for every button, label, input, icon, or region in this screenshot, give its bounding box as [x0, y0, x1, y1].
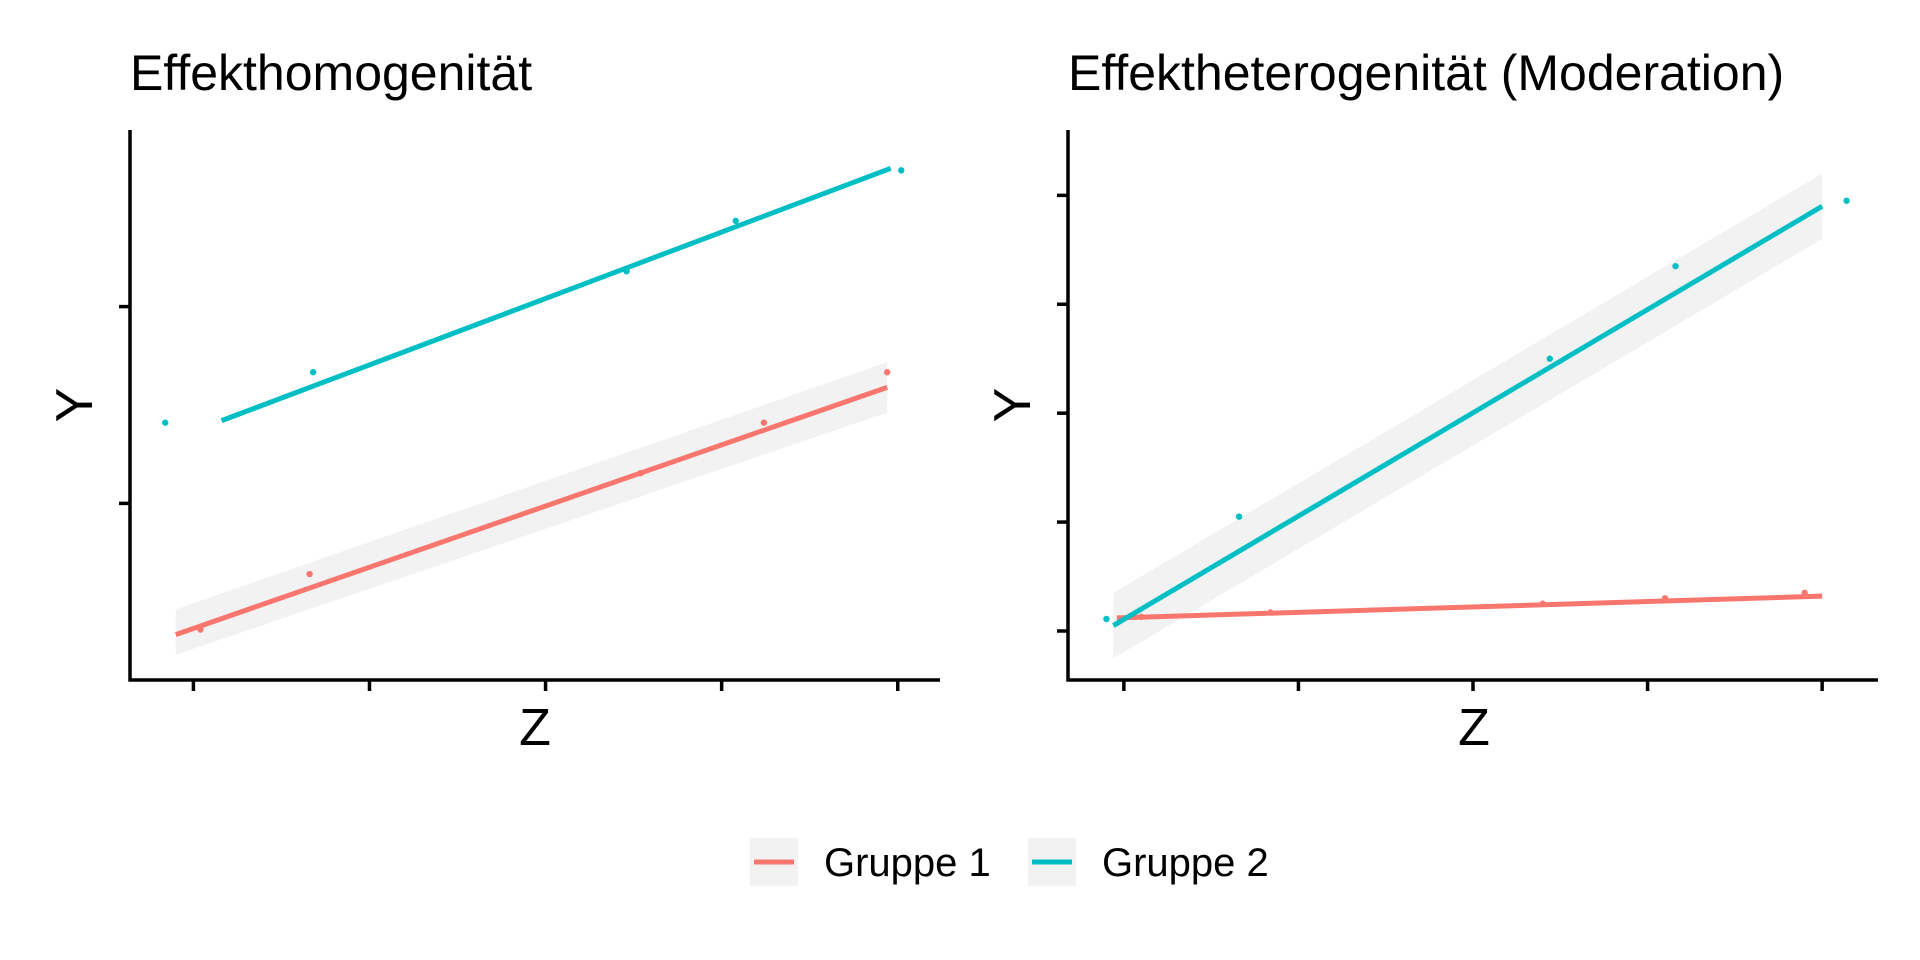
legend-label: Gruppe 2	[1102, 841, 1269, 885]
legend-item-gruppe-2: Gruppe 2	[1028, 838, 1269, 886]
data-point-series-1	[1138, 613, 1145, 621]
y-axis-label: Y	[984, 388, 1042, 423]
legend-label: Gruppe 1	[824, 841, 991, 885]
data-point-series-1	[883, 369, 891, 376]
panel-effekthomogenitaet: Effekthomogenität Z Y	[46, 45, 940, 757]
panel-effektheterogenitaet: Effektheterogenität (Moderation) Z Y	[984, 45, 1878, 757]
data-point-series-1	[1801, 589, 1808, 597]
x-axis-label: Z	[1458, 699, 1490, 757]
fit-line-series-2	[220, 166, 892, 423]
data-point-series-2	[162, 419, 169, 426]
fit-line-series-2	[1112, 204, 1824, 628]
data-point-series-1	[637, 469, 644, 477]
data-point-series-2	[732, 217, 739, 225]
panel-title: Effekthomogenität	[130, 45, 532, 101]
legend-item-gruppe-1: Gruppe 1	[750, 838, 991, 886]
data-point-series-2	[309, 369, 317, 376]
data-point-series-1	[1267, 609, 1274, 616]
data-point-series-1	[306, 570, 313, 578]
data-point-series-1	[1661, 595, 1669, 602]
data-point-series-2	[1546, 355, 1554, 362]
legend: Gruppe 1 Gruppe 2	[750, 838, 1269, 886]
data-point-series-1	[760, 419, 768, 426]
data-point-series-2	[1843, 197, 1850, 204]
x-axis-label: Z	[519, 699, 551, 757]
plot-area	[1057, 130, 1878, 691]
data-point-series-2	[898, 167, 905, 174]
data-point-series-2	[623, 268, 630, 275]
data-point-series-2	[1103, 615, 1110, 623]
data-point-series-2	[1235, 513, 1243, 520]
panel-title: Effektheterogenität (Moderation)	[1068, 45, 1784, 101]
fit-line-series-1	[1116, 593, 1823, 621]
data-point-series-1	[197, 626, 204, 633]
data-point-series-2	[1672, 262, 1679, 270]
fit-line-series-1	[174, 384, 888, 637]
y-axis-label: Y	[46, 388, 104, 423]
plot-area	[119, 130, 940, 691]
data-point-series-1	[1539, 600, 1547, 607]
